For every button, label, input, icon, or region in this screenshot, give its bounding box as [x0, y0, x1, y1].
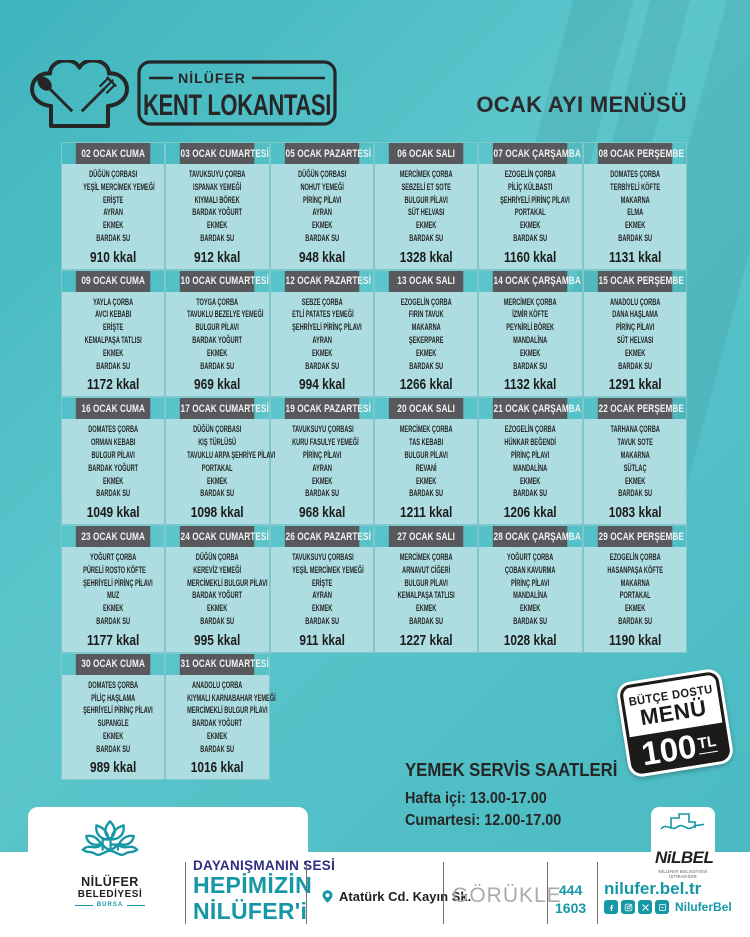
- svg-text:KENT LOKANTASI: KENT LOKANTASI: [143, 89, 331, 122]
- svg-text:NİLÜFER: NİLÜFER: [178, 70, 246, 86]
